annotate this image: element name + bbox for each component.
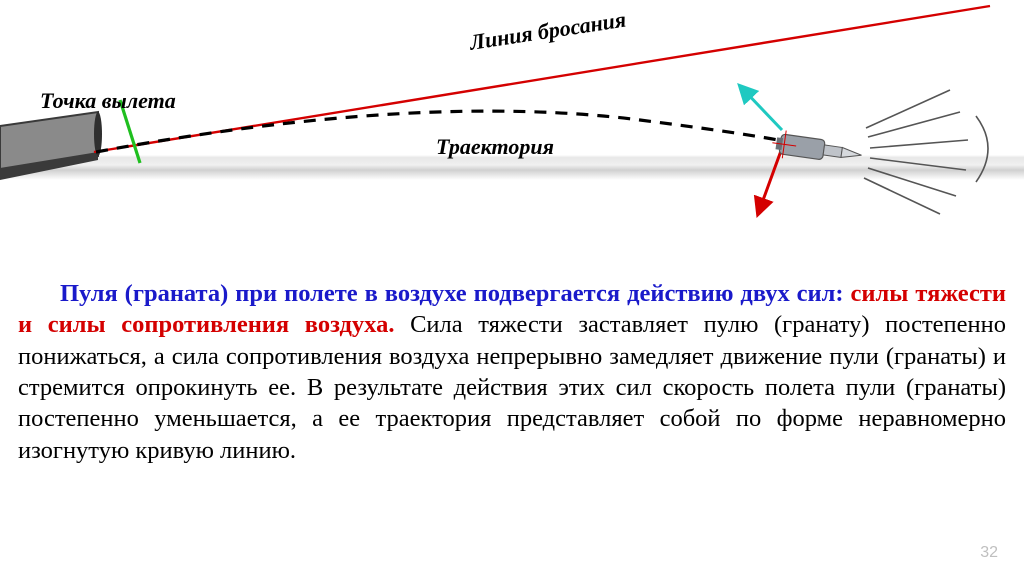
- page-number: 32: [980, 544, 998, 562]
- label-trajectory: Траектория: [436, 134, 554, 160]
- lead-blue: Пуля (граната) при полете в воздухе подв…: [60, 280, 851, 307]
- gravity-arrow: [758, 148, 782, 214]
- label-departure-point: Точка вылета: [40, 88, 176, 114]
- deflection-arrow: [740, 86, 782, 130]
- explosion-icon: [864, 90, 968, 214]
- paragraph-block: Пуля (граната) при полете в воздухе подв…: [0, 250, 1024, 466]
- diagram-area: Точка вылета Линия бросания Траектория: [0, 0, 1024, 250]
- shockwave-arc: [976, 116, 988, 182]
- barrel-icon: [0, 112, 102, 180]
- grenade-icon: [770, 129, 863, 169]
